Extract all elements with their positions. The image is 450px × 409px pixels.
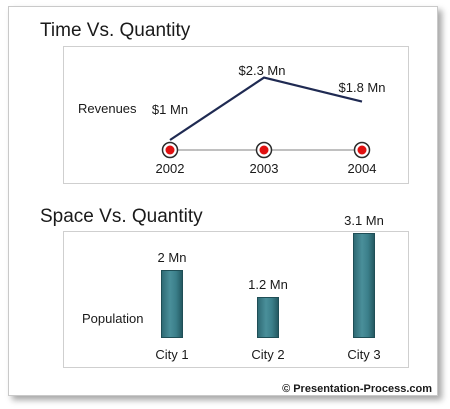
bar-city-2: [257, 297, 279, 338]
data-label-city-3: 3.1 Mn: [344, 212, 384, 228]
data-label-2004: $1.8 Mn: [338, 80, 386, 95]
data-label-city-1: 2 Mn: [157, 250, 187, 265]
data-label-city-2: 1.2 Mn: [248, 277, 288, 293]
population-axis-label: Population: [82, 311, 144, 326]
category-label-city-3: City 3: [347, 347, 381, 362]
data-label-2002: $1 Mn: [151, 102, 189, 117]
category-label-city-1: City 1: [155, 347, 189, 362]
bar-city-3: [353, 232, 375, 338]
year-label-2004: 2004: [347, 161, 377, 176]
data-label-2003: $2.3 Mn: [238, 63, 286, 78]
revenues-axis-label: Revenues: [78, 101, 137, 116]
space-chart-title: Space Vs. Quantity: [40, 206, 203, 227]
category-label-city-2: City 2: [251, 347, 285, 362]
time-chart-title: Time Vs. Quantity: [40, 20, 191, 41]
copyright-text: © Presentation-Process.com: [282, 383, 432, 395]
bar-city-1: [161, 270, 183, 338]
year-label-2003: 2003: [249, 161, 279, 176]
space-chart-panel: [63, 231, 409, 368]
year-label-2002: 2002: [155, 161, 185, 176]
